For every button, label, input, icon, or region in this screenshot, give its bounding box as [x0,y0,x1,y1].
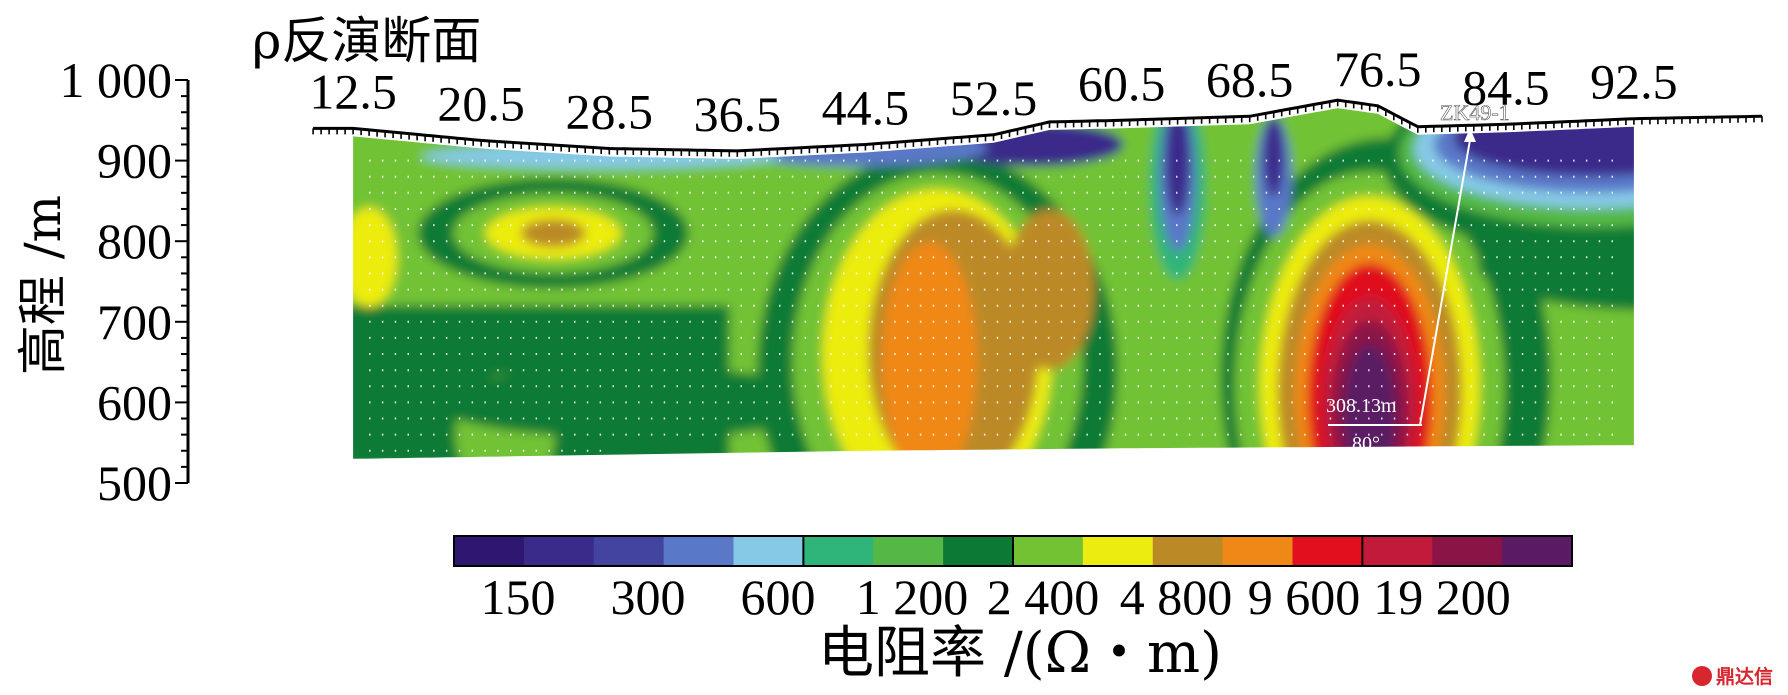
colorbar-tick-label: 150 [481,569,556,625]
colorbar-swatch [523,536,595,566]
western-dark-band [433,367,834,438]
borehole-zk49-1: ZK49-1 308.13m 80° [1326,100,1510,455]
colorbar-swatch [1432,536,1503,566]
x-tick-label: 92.5 [1590,54,1678,110]
colorbar-tick-label: 4 800 [1120,569,1233,625]
colorbar-tick-label: 9 600 [1248,569,1361,625]
colorbar-swatch [1082,536,1154,566]
eastern-edge-yellow [1660,252,1720,392]
x-tick-label: 68.5 [1206,51,1294,107]
y-tick-label: 1 000 [60,52,173,108]
x-tick-label: 20.5 [437,75,525,131]
x-tick-label: 60.5 [1078,55,1166,111]
colorbar-tick-label: 1 200 [856,569,969,625]
ground-surface-profile [313,98,1763,153]
colorbar-tick-label: 2 400 [987,569,1100,625]
y-axis-label: 高程 /m [14,195,72,375]
x-axis-ticks: 12.5 20.5 28.5 36.5 44.5 52.5 60.5 68.5 76.5 84.5… [309,41,1677,142]
x-tick-label: 84.5 [1462,59,1550,115]
survey-point-grid [369,159,1613,452]
x-tick-label: 44.5 [822,79,910,135]
colorbar-tick-label: 19 200 [1373,569,1511,625]
x-tick-label: 52.5 [950,70,1038,126]
surface-tick-marks [312,100,1763,157]
central-orange [881,242,978,459]
borehole-angle: 80° [1352,433,1380,455]
western-edge-yellow [353,207,398,308]
colorbar [453,535,1573,567]
borehole-length: 308.13m [1326,395,1397,417]
colorbar-swatch [454,536,525,566]
central-east-lobe [1004,209,1095,370]
colorbar-swatch [1152,536,1224,566]
colorbar-swatch [1502,536,1573,566]
colorbar-swatch [1362,536,1433,566]
colorbar-swatch [733,536,804,566]
y-tick-label: 800 [97,213,172,269]
colorbar-swatch [593,536,665,566]
x-tick-label: 36.5 [694,86,782,142]
western-ring-core [521,219,586,248]
chart-title: ρ反演断面 [252,12,481,70]
x-tick-label: 76.5 [1334,41,1422,97]
channel-60-indigo [1165,108,1190,216]
colorbar-label: 电阻率 /(Ω・m) [818,621,1222,686]
x-tick-label: 12.5 [309,63,397,119]
colorbar-tick-labels: 150 300 600 1 200 2 400 4 800 9 600 19 200 [481,569,1511,625]
y-tick-label: 700 [97,294,172,350]
resistivity-section [353,108,1760,459]
colorbar-swatch [873,536,944,566]
y-axis: 500 600 700 800 900 1 000 [60,52,190,511]
colorbar-swatch [803,536,874,566]
y-tick-label: 600 [97,374,172,430]
channel-68-indigo [1263,116,1284,197]
y-tick-label: 900 [97,133,172,189]
eastern-edge-brown [1684,290,1760,450]
colorbar-swatch [1222,536,1293,566]
watermark: 鼎达信 [1692,665,1773,688]
borehole-line [1419,139,1471,426]
y-tick-label: 500 [97,455,172,511]
colorbar-tick-label: 600 [741,569,816,625]
colorbar-swatch [663,536,734,566]
x-tick-label: 28.5 [566,84,654,140]
survey-dots [369,159,1613,452]
borehole-arrow-icon [1464,128,1476,142]
watermark-logo-icon [1692,666,1712,686]
colorbar-swatch [943,536,1014,566]
colorbar-swatch [1013,536,1084,566]
borehole-label: ZK49-1 [1440,100,1510,125]
electrode-ticks [312,100,1763,157]
watermark-text: 鼎达信 [1716,665,1773,688]
colorbar-tick-label: 300 [611,569,686,625]
colorbar-swatch [1292,536,1363,566]
